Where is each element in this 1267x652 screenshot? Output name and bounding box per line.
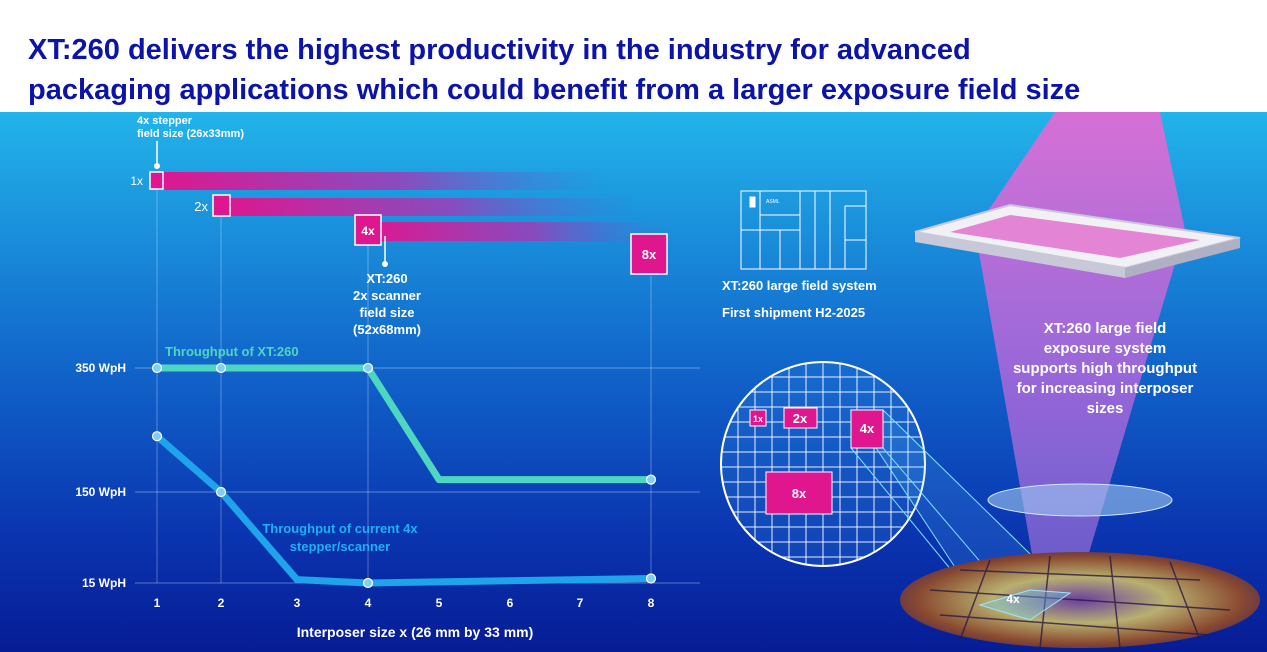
field-box-8x	[630, 233, 668, 275]
x-axis-label: Interposer size x (26 mm by 33 mm)	[297, 624, 534, 640]
field-bar-4x	[368, 222, 668, 241]
series-line-1	[153, 432, 655, 587]
series-layer	[151, 362, 657, 589]
scanner-annotation-line3: field size	[360, 305, 415, 320]
wafer-label-8x: 8x	[792, 486, 807, 501]
exposure-text-line2: exposure system	[1044, 340, 1167, 357]
stepper-annotation-line2: field size (26x33mm)	[137, 128, 244, 140]
x-tick-label-8: 8	[648, 596, 655, 610]
chart-panel: 350 WpH 150 WpH 15 WpH 1 2 3 4 5 6 7 8 Interpos…	[0, 112, 1267, 652]
title-line-2: packaging applications which could benef…	[28, 74, 1081, 106]
series-1-point-1	[151, 431, 163, 442]
stepper-leader-dot	[154, 163, 160, 169]
system-title: XT:260 large field system	[722, 278, 877, 293]
x-tick-label-6: 6	[507, 596, 514, 610]
series-1-point-4	[362, 577, 374, 589]
field-label-4x: 4x	[361, 224, 375, 238]
series-1-point-8	[645, 573, 657, 584]
series-0-point-1	[151, 362, 163, 374]
wafer-exposure-label: 4x	[1006, 592, 1020, 606]
series-line-0	[153, 364, 655, 484]
field-label-8x: 8x	[642, 247, 657, 262]
exposure-illustration	[900, 112, 1260, 649]
chart-svg: 350 WpH 150 WpH 15 WpH 1 2 3 4 5 6 7 8 Interpos…	[75, 112, 1260, 649]
scanner-annotation-line2: 2x scanner	[353, 288, 421, 303]
x-tick-label-3: 3	[294, 596, 301, 610]
field-box-4x	[354, 214, 382, 246]
x-tick-label-1: 1	[154, 596, 161, 610]
wafer-label-4x: 4x	[860, 421, 875, 436]
exposure-text-line5: sizes	[1087, 400, 1124, 417]
stepper-annotation-line1: 4x stepper	[137, 115, 193, 127]
wafer-label-1x: 1x	[753, 414, 763, 424]
field-label-2x: 2x	[194, 199, 208, 214]
x-tick-labels: 1 2 3 4 5 6 7 8	[154, 596, 655, 610]
exposure-text-line3: supports high throughput	[1013, 360, 1197, 377]
series-label-current-line2: stepper/scanner	[290, 539, 390, 554]
x-tick-label-5: 5	[436, 596, 443, 610]
y-tick-label-150: 150 WpH	[75, 485, 126, 499]
field-box-1x	[149, 171, 164, 190]
y-tick-label-350: 350 WpH	[75, 361, 126, 375]
page-title: XT:260 delivers the highest productivity…	[28, 30, 1248, 110]
series-0-point-4	[362, 362, 374, 374]
field-bar-1x	[157, 172, 607, 190]
x-tick-label-7: 7	[577, 596, 584, 610]
wafer-label-2x: 2x	[793, 411, 808, 426]
field-bar-2x	[221, 198, 636, 216]
field-bars: 1x 2x 4x 8x	[130, 171, 668, 275]
title-line-1: XT:260 delivers the highest productivity…	[28, 34, 971, 66]
series-label-xt260: Throughput of XT:260	[165, 344, 299, 359]
scanner-annotation-line1: XT:260	[366, 271, 407, 286]
field-label-1x: 1x	[130, 174, 143, 188]
field-box-2x	[212, 194, 231, 217]
scanner-leader-dot	[382, 261, 388, 267]
system-schematic-icon	[740, 190, 867, 270]
scanner-annotation-line4: (52x68mm)	[353, 322, 421, 337]
exposure-text-line1: XT:260 large field	[1044, 320, 1167, 337]
exposure-text-line4: for increasing interposer	[1017, 380, 1194, 397]
series-1-point-2	[215, 486, 227, 498]
series-0-point-8	[645, 474, 657, 485]
x-tick-label-4: 4	[365, 596, 372, 610]
x-tick-label-2: 2	[218, 596, 225, 610]
system-shipment: First shipment H2-2025	[722, 305, 865, 320]
series-0-point-2	[215, 362, 227, 374]
y-tick-label-15: 15 WpH	[82, 576, 126, 590]
series-label-current-line1: Throughput of current 4x	[262, 521, 418, 536]
system-logo-text: ASML	[766, 199, 780, 205]
